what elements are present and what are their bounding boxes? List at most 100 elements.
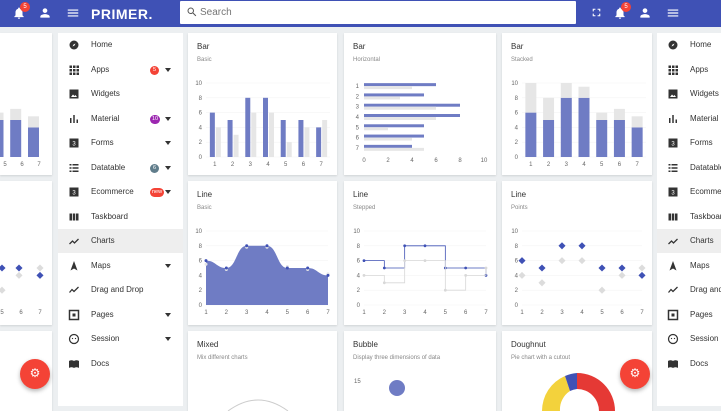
data-point: [558, 257, 566, 265]
data-point: [538, 264, 546, 272]
sidebar-item-drag-and-drop[interactable]: Drag and Drop: [58, 278, 183, 302]
sidebar-item-label: Forms: [91, 138, 114, 147]
bar: [227, 120, 233, 157]
x-tick-label: 6: [20, 162, 24, 168]
sidebar-item-apps[interactable]: Apps 5: [58, 58, 183, 82]
card-title: Doughnut: [511, 340, 546, 349]
sidebar-right-item-drag-and[interactable]: Drag and: [657, 278, 721, 302]
sidebar-item-forms[interactable]: 3 Forms: [58, 131, 183, 155]
sidebar-right-item-material[interactable]: Material: [657, 107, 721, 131]
bar: [364, 93, 424, 97]
card-title: Bar: [511, 42, 524, 51]
sidebar-right-item-session[interactable]: Session: [657, 327, 721, 351]
sidebar-right-item-charts[interactable]: Charts: [657, 229, 721, 253]
y-tick-label: 2: [356, 94, 360, 100]
card-title: Mixed: [197, 340, 219, 349]
menu-icon-right[interactable]: [666, 6, 680, 20]
bar-chart-icon: [669, 114, 677, 123]
data-point: [423, 244, 427, 248]
y-tick-label: 8: [515, 244, 519, 250]
sidebar-item-widgets[interactable]: Widgets: [58, 82, 183, 106]
sidebar-item-charts[interactable]: Charts: [58, 229, 183, 253]
card-line-points: 0 2 4 6 8 10 1 2 3 4 5 6 7 Line Points: [502, 181, 652, 325]
cart-icon: 3: [69, 187, 79, 197]
sidebar-right-item-pages[interactable]: Pages: [657, 303, 721, 327]
sidebar-item-ecommerce[interactable]: 3 Ecommerce new: [58, 180, 183, 204]
sidebar-item-label: Forms: [690, 138, 713, 147]
menu-icon[interactable]: [66, 6, 80, 20]
account-icon[interactable]: [38, 6, 52, 20]
bar: [364, 144, 412, 148]
grid-icon: [668, 65, 678, 75]
notifications-icon-right[interactable]: 5: [613, 2, 631, 20]
sidebar-item-label: Session: [690, 334, 719, 343]
card-subtitle: Basic: [197, 57, 212, 63]
sidebar-right-item-datatable[interactable]: Datatable: [657, 156, 721, 180]
card-title: Line: [197, 190, 213, 199]
bar: [298, 120, 304, 157]
sidebar-right-item-home[interactable]: Home: [657, 33, 721, 57]
doughnut-slice-blue: [565, 373, 577, 391]
sidebar-item-docs[interactable]: Docs: [58, 352, 183, 376]
sidebar-item-datatable[interactable]: Datatable 6: [58, 156, 183, 180]
pages-icon: [667, 309, 679, 320]
data-point: [443, 288, 447, 292]
sidebar-right-item-ecommerce[interactable]: 3 Ecommerce: [657, 180, 721, 204]
sidebar-right-item-apps[interactable]: Apps: [657, 58, 721, 82]
bar: [364, 106, 436, 110]
settings-fab-right[interactable]: ⚙: [620, 359, 650, 389]
gear-icon: ⚙: [629, 366, 641, 380]
y-tick-label: 4: [515, 273, 519, 279]
notifications-icon[interactable]: 5: [12, 2, 30, 20]
data-point: [245, 244, 249, 248]
sidebar-item-taskboard[interactable]: Taskboard: [58, 205, 183, 229]
brand-logo[interactable]: PRIMER.: [91, 6, 153, 22]
card-title: Bar: [353, 42, 366, 51]
y-tick-label: 6: [356, 136, 360, 142]
image-icon: [668, 89, 678, 99]
sidebar-right-item-widgets[interactable]: Widgets: [657, 82, 721, 106]
sidebar-item-material[interactable]: Material 10: [58, 107, 183, 131]
bar: [578, 86, 590, 98]
search-box[interactable]: [180, 1, 576, 24]
sidebar-right-item-taskboard[interactable]: Taskboard: [657, 205, 721, 229]
sidebar-item-home[interactable]: Home: [58, 33, 183, 57]
y-tick-label: 0: [199, 155, 203, 161]
sidebar-item-maps[interactable]: Maps: [58, 254, 183, 278]
bar: [251, 112, 257, 157]
doughnut-slice-red: [577, 373, 615, 411]
y-tick-label: 6: [515, 259, 519, 265]
x-tick-label: 4: [265, 310, 269, 316]
bar: [10, 120, 22, 157]
data-point: [326, 273, 330, 277]
x-tick-label: 6: [618, 162, 622, 168]
sidebar-item-session[interactable]: Session: [58, 327, 183, 351]
search-input[interactable]: [200, 1, 570, 24]
data-point: [638, 271, 646, 279]
sidebar-item-pages[interactable]: Pages: [58, 303, 183, 327]
svg-text:3: 3: [671, 142, 675, 148]
x-tick-label: 2: [386, 158, 390, 164]
data-point: [464, 266, 468, 270]
sidebar-right-item-docs[interactable]: Docs: [657, 352, 721, 376]
card-subtitle: Pie chart with a cutout: [511, 355, 571, 361]
x-tick-label: 7: [37, 162, 41, 168]
x-tick-label: 3: [565, 162, 569, 168]
settings-fab[interactable]: ⚙: [20, 359, 50, 389]
fullscreen-icon[interactable]: [589, 6, 603, 20]
card-title: Bubble: [353, 340, 378, 349]
sidebar-right-item-forms[interactable]: 3 Forms: [657, 131, 721, 155]
bar: [364, 117, 436, 120]
account-icon-right[interactable]: [638, 6, 652, 20]
bar: [364, 83, 436, 87]
card-bar-basic: 0 2 4 6 8 10 1 2 3 4 5 6 7 Bar Basic: [188, 33, 337, 175]
bar: [364, 86, 412, 90]
x-tick-label: 2: [225, 310, 229, 316]
card-title: Line: [511, 190, 527, 199]
x-tick-label: 6: [434, 158, 438, 164]
bar: [543, 120, 555, 157]
sidebar-item-label: Maps: [91, 260, 111, 270]
y-tick-label: 6: [357, 259, 361, 265]
sidebar-right-item-maps[interactable]: Maps: [657, 254, 721, 278]
data-point: [578, 242, 586, 250]
